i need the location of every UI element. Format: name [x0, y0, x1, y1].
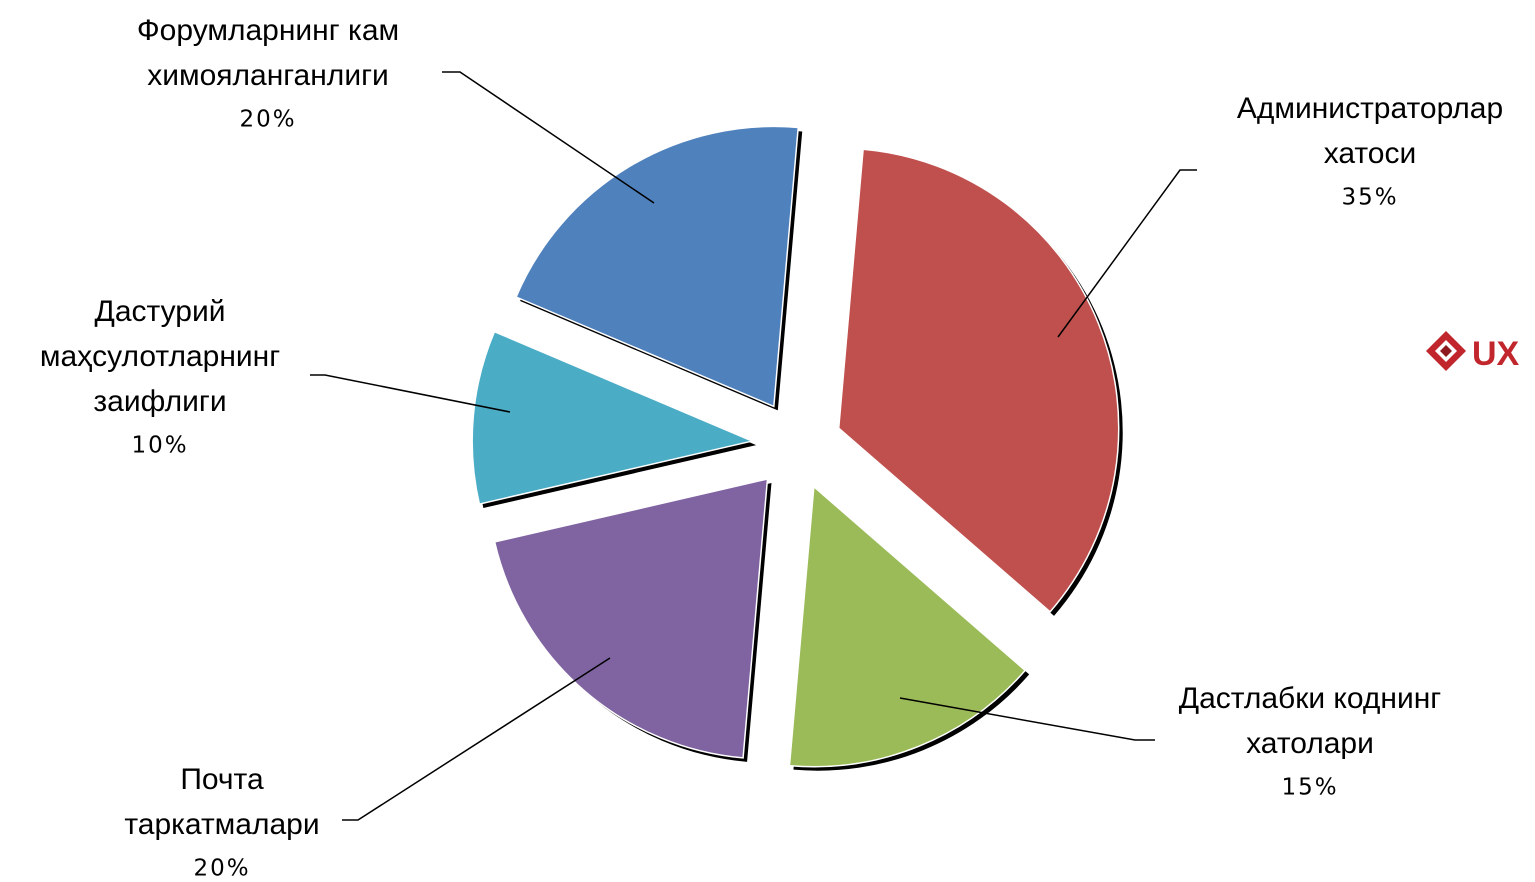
- slice-label-line: хатолари: [1246, 727, 1374, 760]
- slice-label-line: химояланганлиги: [147, 59, 389, 92]
- slice-label-1: Администраторлар хатоси 35%: [1237, 92, 1503, 211]
- leader-line-4: [310, 374, 511, 413]
- slice-label-line: таркатмалари: [124, 808, 319, 841]
- slice-percent-label: 15%: [1281, 775, 1338, 801]
- slice-label-line: заифлиги: [93, 385, 226, 418]
- watermark-logo: UX: [1426, 331, 1520, 373]
- pie-slice-почта: [493, 477, 769, 759]
- slice-label-line: хатоси: [1324, 137, 1417, 170]
- pie-slice-дастурий: [471, 330, 755, 505]
- slice-percent-label: 20%: [193, 856, 250, 882]
- slice-label-5: Форумларнинг кам химояланганлиги 20%: [137, 14, 399, 133]
- slice-label-4: Дастурий маҳсулотларнинг заифлиги 10%: [40, 295, 280, 459]
- pie-slice-форумларнинг-кам: [515, 125, 800, 408]
- slice-label-line: Дастлабки коднинг: [1179, 682, 1442, 715]
- leader-line-5: [442, 71, 655, 204]
- slice-percent-label: 35%: [1341, 185, 1398, 211]
- slice-label-line: Дастурий: [95, 295, 226, 328]
- slice-label-line: Администраторлар: [1237, 92, 1503, 125]
- slice-label-2: Дастлабки коднинг хатолари 15%: [1179, 682, 1442, 801]
- watermark-text: UX: [1472, 335, 1520, 373]
- leader-line-1: [1057, 169, 1197, 338]
- pie-slice-администраторлар: [837, 148, 1120, 613]
- slice-percent-label: 20%: [239, 107, 296, 133]
- leader-line-3: [342, 657, 611, 821]
- pie-slice-дастлабки-коднинг: [788, 485, 1027, 768]
- leader-line-2: [899, 697, 1155, 741]
- slice-label-3: Почта таркатмалари 20%: [124, 763, 319, 882]
- slice-label-line: Почта: [180, 763, 264, 796]
- diamond-logo-icon: [1426, 331, 1466, 371]
- slice-label-line: маҳсулотларнинг: [40, 340, 280, 373]
- slice-label-line: Форумларнинг кам: [137, 14, 399, 47]
- slice-percent-label: 10%: [131, 433, 188, 459]
